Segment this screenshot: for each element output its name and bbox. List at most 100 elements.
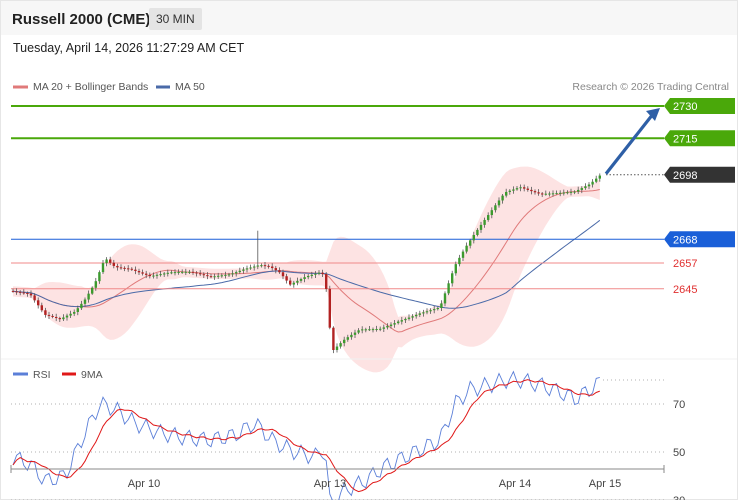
bear-candle [199,273,202,275]
bull-candle [483,219,486,225]
timeframe-badge[interactable]: 30 MIN [149,8,202,30]
bull-candle [184,271,187,273]
bull-candle [217,275,220,277]
bull-candle [346,337,349,340]
bull-candle [573,191,576,193]
bull-candle [339,343,342,347]
bear-candle [526,188,529,190]
bear-candle [141,272,144,274]
bull-candle [350,334,353,338]
bull-candle [242,269,245,271]
bull-candle [433,309,436,311]
bear-candle [267,265,270,267]
bear-candle [40,305,43,311]
bull-candle [443,293,447,304]
bull-candle [335,346,339,350]
bull-candle [472,234,475,241]
bull-candle [551,193,555,195]
bear-candle [109,259,112,263]
bull-candle [479,224,483,230]
rsi-tick-label: 50 [673,447,685,459]
bull-candle [515,188,519,190]
bull-candle [386,326,389,328]
bear-candle [321,272,324,275]
chart-datetime: Tuesday, April 14, 2026 11:27:29 AM CET [13,41,245,55]
bull-candle [458,257,461,265]
bull-candle [65,315,69,318]
x-tick-label: Apr 13 [314,478,346,490]
bear-candle [289,280,292,285]
bull-candle [497,200,501,206]
bull-candle [436,308,439,310]
bear-candle [29,293,33,296]
bear-candle [134,269,137,272]
bull-candle [490,210,493,216]
bull-candle [375,329,378,331]
bull-candle [87,293,90,300]
bear-candle [332,327,335,350]
bull-candle [91,287,94,294]
bull-candle [519,187,522,189]
bull-candle [407,317,411,319]
bear-candle [37,300,40,306]
bull-candle [404,318,407,321]
current-price-tag [664,166,735,183]
credit-label: Research © 2026 Trading Central [572,81,729,93]
bull-candle [76,308,79,312]
support-level-label: 2657 [673,258,697,270]
bull-candle [566,192,569,194]
bear-candle [130,268,133,270]
bull-candle [415,314,418,317]
bull-candle [343,339,346,344]
bull-candle [425,311,429,313]
bear-candle [58,318,61,320]
x-tick-label: Apr 14 [499,478,531,490]
bear-candle [51,315,54,317]
bull-candle [379,328,382,330]
bull-candle [555,193,558,195]
bull-candle [508,190,511,192]
bull-candle [317,272,321,274]
bull-candle [400,320,403,322]
bear-candle [19,291,22,293]
bollinger-bands [13,166,600,373]
bear-candle [206,275,209,277]
rsi-ma-line [12,379,600,493]
x-tick-label: Apr 10 [128,478,160,490]
bear-candle [195,272,198,274]
bull-candle [307,275,310,278]
bull-candle [260,265,263,267]
bear-candle [274,268,277,271]
bull-candle [80,303,83,309]
bear-candle [202,274,205,276]
bear-candle [537,192,540,194]
bull-candle [159,274,162,276]
bear-candle [285,276,288,281]
bull-candle [101,263,105,273]
projection-arrow-head [646,108,660,121]
bear-candle [148,274,151,277]
ma20-legend-label: MA 20 + Bollinger Bands [33,81,148,93]
bull-candle [94,281,97,288]
pivot-level-label: 2668 [673,234,697,246]
bull-candle [382,327,385,329]
bear-candle [33,295,36,301]
bull-candle [62,317,65,320]
rsi-ma-legend-label: 9MA [81,369,103,381]
ma50-legend-label: MA 50 [175,81,205,93]
bull-candle [389,324,393,327]
rsi-line [12,370,600,500]
bear-candle [278,270,281,273]
bull-candle [314,273,317,275]
bull-candle [368,329,371,331]
bull-candle [580,188,583,190]
bull-candle [253,266,256,268]
bull-candle [163,273,166,275]
bear-candle [22,292,25,294]
bear-candle [127,268,130,270]
bull-candle [155,274,159,276]
bull-candle [69,313,72,316]
bull-candle [476,229,479,235]
bull-candle [595,178,598,182]
bull-candle [353,332,357,335]
